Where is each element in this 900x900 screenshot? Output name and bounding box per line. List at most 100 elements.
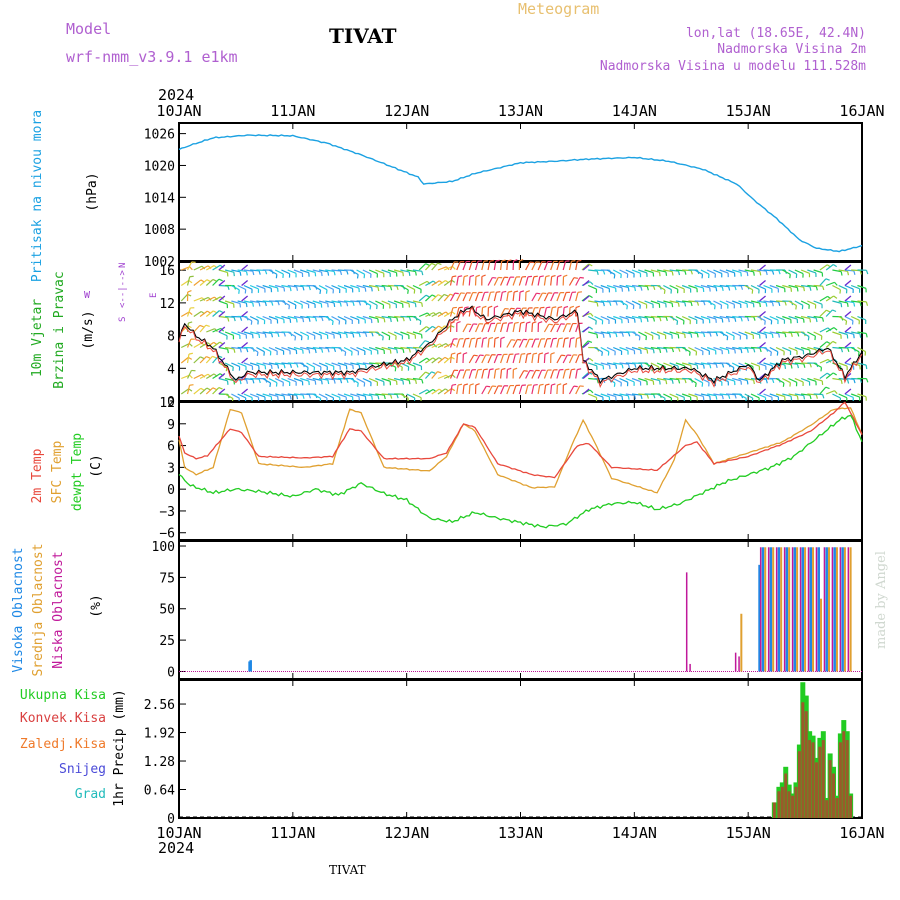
wind-barb xyxy=(318,346,329,350)
cloud-bar xyxy=(788,547,791,672)
wind-barb xyxy=(206,328,215,333)
wind-barb-feather xyxy=(188,321,193,324)
wind-barb xyxy=(293,315,303,319)
wind-barb-feather xyxy=(728,286,731,291)
wind-barb xyxy=(800,300,810,306)
wind-barb xyxy=(543,307,547,317)
wind-barb-feather xyxy=(463,383,469,386)
cloud-bar xyxy=(843,547,846,672)
wind-barb xyxy=(675,269,685,272)
wind-barb xyxy=(418,357,428,364)
wind-barb-feather xyxy=(615,301,618,306)
wind-barb-calm xyxy=(218,326,226,333)
wind-barb-feather xyxy=(464,306,469,309)
cloud-bar xyxy=(767,547,770,672)
wind-barb xyxy=(325,269,335,272)
wind-barb xyxy=(850,315,860,321)
cloud-ytick-label: 25 xyxy=(159,634,175,649)
wind-barb-feather xyxy=(483,260,488,262)
wind-barb xyxy=(237,331,247,336)
wind-barb xyxy=(218,346,228,350)
wind-barb xyxy=(825,372,834,379)
wind-barb-feather xyxy=(539,383,544,386)
wind-barb xyxy=(375,300,384,306)
wind-barb xyxy=(700,284,710,289)
wind-barb xyxy=(449,338,455,348)
wind-barb-feather xyxy=(314,348,317,354)
wind-barb xyxy=(325,284,334,290)
wind-barb xyxy=(506,276,511,286)
wind-barb xyxy=(619,362,629,365)
wind-barb xyxy=(838,331,848,336)
wind-barb xyxy=(318,393,328,399)
wind-barb-feather xyxy=(753,379,755,385)
cloud-bar xyxy=(740,613,743,672)
wind-barb xyxy=(719,315,729,319)
wind-barb-feather xyxy=(424,340,430,343)
time-label-top: 11JAN xyxy=(270,102,315,120)
bottom-time-axis: 10JAN 11JAN 12JAN 13JAN 14JAN 15JAN 16JAN xyxy=(156,824,884,842)
wind-barb-feather xyxy=(571,260,576,262)
time-label-top: 15JAN xyxy=(726,102,771,120)
wind-barb xyxy=(543,384,547,395)
wind-barb-feather xyxy=(206,279,211,283)
wind-barb-feather xyxy=(576,336,581,340)
wind-barb xyxy=(656,284,666,291)
wind-barb xyxy=(306,331,316,337)
wind-barb xyxy=(180,388,190,395)
wind-barb-feather xyxy=(865,270,869,275)
wind-barb xyxy=(512,339,518,348)
wind-barb xyxy=(782,284,792,289)
wind-barb xyxy=(625,284,635,288)
wind-barb xyxy=(243,393,253,399)
wind-barb-feather xyxy=(189,266,193,271)
wind-barb xyxy=(468,354,475,364)
wind-barb xyxy=(249,315,259,321)
wind-barb xyxy=(713,284,723,288)
wind-barb xyxy=(800,315,811,320)
wind-barb xyxy=(186,338,192,348)
wind-barb xyxy=(663,269,673,273)
precip-conv-bar xyxy=(784,773,788,818)
wind-barb-feather xyxy=(601,351,603,356)
wind-barb xyxy=(750,331,760,336)
wind-barb-feather xyxy=(414,379,417,384)
wind-barb-feather xyxy=(646,317,649,323)
wind-barb xyxy=(205,341,215,348)
wind-barb xyxy=(775,315,785,321)
wind-barb xyxy=(744,284,753,291)
wind-barb xyxy=(556,261,561,271)
wind-barb xyxy=(218,315,228,319)
wind-barb xyxy=(237,393,247,399)
wind-barb-feather xyxy=(233,348,236,353)
wind-barb-feather xyxy=(676,320,679,325)
wind-barb-feather xyxy=(327,348,330,353)
wind-barb-feather xyxy=(437,371,442,374)
wind-barb xyxy=(656,269,667,273)
dewpoint-line xyxy=(178,414,863,529)
temp-ylabel-1: 2m Temp xyxy=(30,448,45,503)
wind-barb-calm xyxy=(759,357,766,364)
precip-legend-snow: Snijeg xyxy=(59,762,106,777)
wind-barb-feather xyxy=(383,286,386,291)
wind-barb-feather xyxy=(283,364,286,369)
wind-barb-feather xyxy=(602,302,605,307)
wind-barb-feather xyxy=(609,301,612,306)
wind-barb-feather xyxy=(784,301,787,306)
wind-barb xyxy=(857,393,867,398)
wind-barb xyxy=(512,276,517,286)
precip-conv-bar xyxy=(835,797,839,818)
wind-barb-feather xyxy=(771,302,774,307)
wind-barb xyxy=(281,393,291,397)
cloud-bar xyxy=(839,547,842,672)
wind-barb xyxy=(625,269,635,275)
wind-barb xyxy=(788,346,798,352)
model-name: wrf-nmm_v3.9.1 e1km xyxy=(66,48,238,66)
wind-barb xyxy=(807,315,817,319)
wind-barb xyxy=(512,385,517,395)
wind-barb xyxy=(525,322,528,333)
wind-barb-calm xyxy=(844,280,852,286)
wind-barb xyxy=(262,284,272,289)
cloud-ytick-label: 50 xyxy=(159,603,175,618)
wind-barb xyxy=(625,346,635,351)
